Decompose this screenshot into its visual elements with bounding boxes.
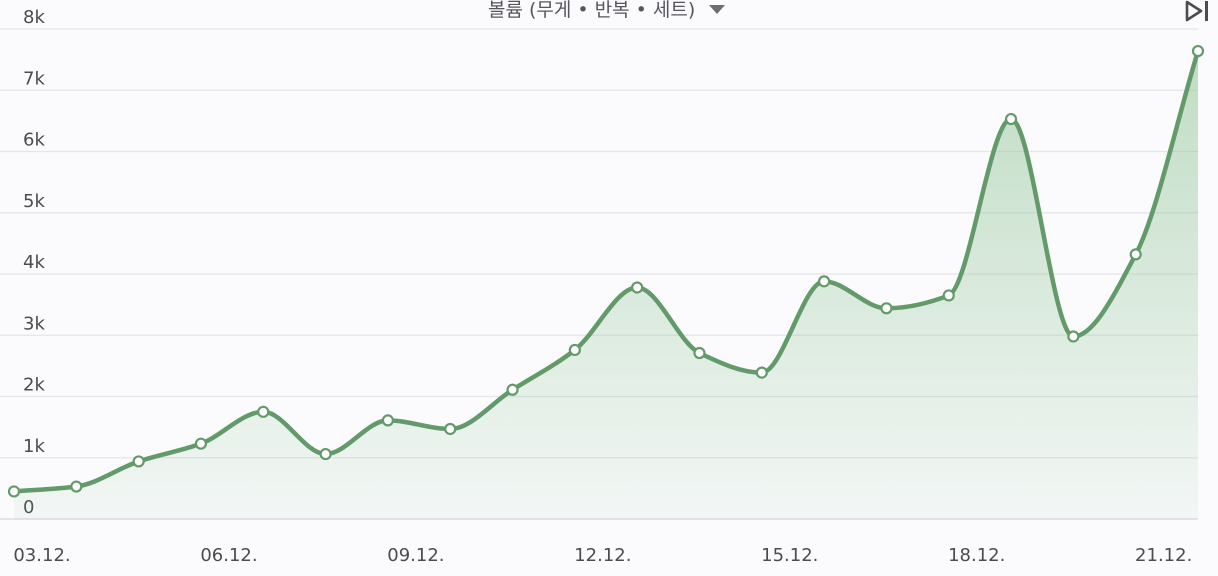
x-tick-label: 03.12. (13, 545, 70, 566)
data-point[interactable] (257, 405, 270, 418)
data-point[interactable] (7, 485, 21, 498)
y-tick-label: 2k (23, 375, 45, 396)
data-point[interactable] (1191, 44, 1205, 58)
x-tick-label: 15.12. (761, 545, 818, 566)
y-tick-label: 4k (23, 252, 45, 273)
skip-to-end-icon[interactable] (1184, 0, 1212, 22)
y-tick-label: 8k (23, 7, 45, 28)
data-point[interactable] (1067, 330, 1080, 343)
x-tick-label: 12.12. (574, 545, 631, 566)
data-point[interactable] (1004, 112, 1018, 126)
data-point[interactable] (319, 447, 332, 461)
y-tick-label: 3k (23, 313, 45, 334)
x-tick-label: 09.12. (387, 545, 444, 566)
y-tick-label: 7k (23, 68, 45, 89)
data-point[interactable] (132, 455, 145, 468)
data-point[interactable] (1129, 248, 1142, 261)
data-point[interactable] (444, 422, 457, 436)
x-tick-label: 06.12. (200, 545, 257, 566)
area-fill (14, 51, 1198, 520)
chart-header: 볼륨 (무게 • 반복 • 세트) (0, 0, 1218, 22)
data-point[interactable] (568, 343, 581, 357)
data-point[interactable] (818, 275, 831, 288)
series-line (11, 48, 1201, 494)
y-tick-label: 5k (23, 191, 45, 212)
y-tick-label: 1k (23, 436, 45, 457)
data-point[interactable] (693, 346, 706, 360)
data-point[interactable] (194, 437, 208, 450)
data-point[interactable] (880, 302, 893, 315)
caret-down-icon (709, 4, 726, 14)
data-point[interactable] (942, 289, 955, 302)
x-tick-label: 21.12. (1135, 545, 1192, 566)
data-point[interactable] (755, 366, 768, 379)
data-point[interactable] (631, 281, 644, 294)
data-point[interactable] (506, 383, 519, 396)
data-point[interactable] (70, 480, 83, 493)
y-tick-label: 6k (23, 130, 45, 151)
metric-label: 볼륨 (무게 • 반복 • 세트) (488, 0, 696, 21)
data-point[interactable] (381, 414, 394, 427)
metric-selector-dropdown[interactable]: 볼륨 (무게 • 반복 • 세트) (488, 0, 726, 21)
x-tick-label: 18.12. (948, 545, 1005, 566)
